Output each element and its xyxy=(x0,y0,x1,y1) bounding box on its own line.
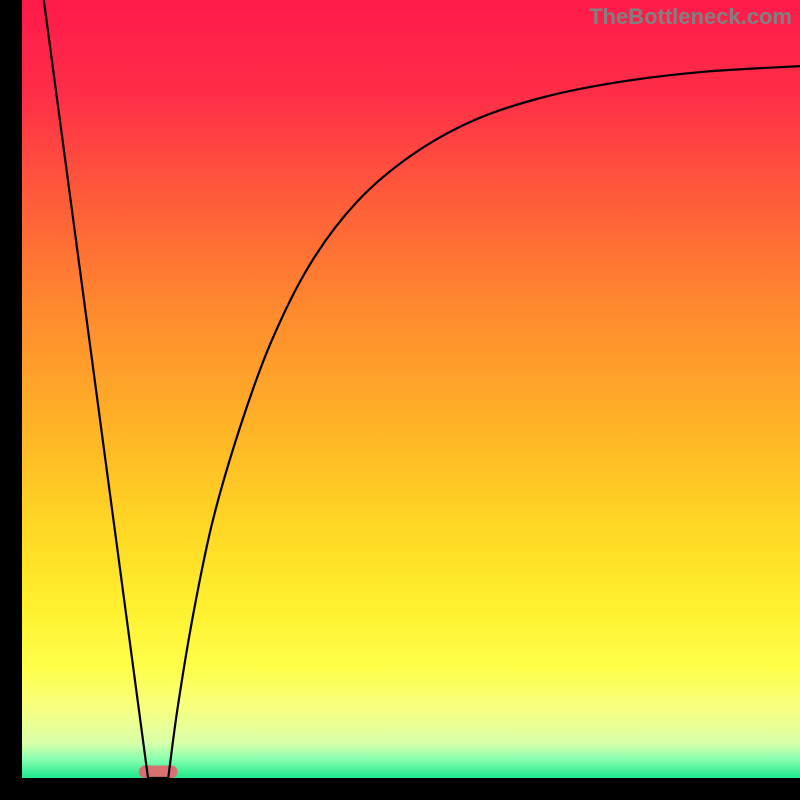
bottleneck-chart xyxy=(0,0,800,800)
watermark-text: TheBottleneck.com xyxy=(589,4,792,30)
plot-background xyxy=(22,0,800,778)
y-axis-border xyxy=(0,0,22,800)
x-axis-border xyxy=(0,778,800,800)
chart-container: TheBottleneck.com xyxy=(0,0,800,800)
optimal-marker xyxy=(139,766,178,778)
